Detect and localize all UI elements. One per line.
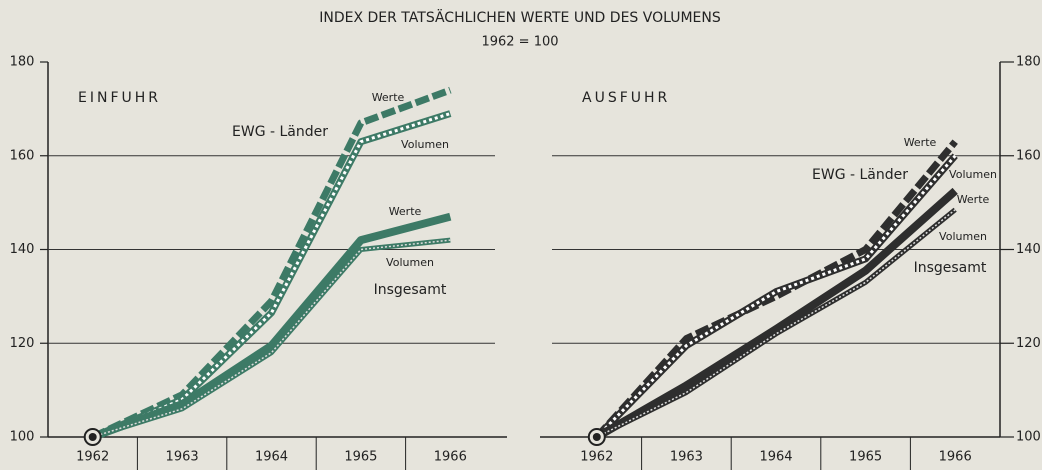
series-label: Werte [372,91,405,104]
x-tick-label: 1964 [255,450,288,465]
x-tick-label: 1964 [759,450,792,465]
chart-title: INDEX DER TATSÄCHLICHEN WERTE UND DES VO… [319,8,721,26]
line-pattern [92,239,451,438]
y-tick-label: 140 [1016,242,1041,257]
series-label: Werte [904,136,937,149]
x-tick-label: 1963 [166,450,199,465]
series-label: Volumen [401,138,449,151]
line-pattern [596,209,956,438]
y-tick-label: 120 [1016,336,1041,351]
line-pattern [595,154,957,439]
x-tick-label: 1966 [939,450,972,465]
annotation: EWG - Länder [232,124,328,140]
line-pattern [92,112,451,439]
line-series [594,139,958,440]
y-tick-label: 120 [10,336,35,351]
annotation: Insgesamt [374,282,447,298]
series-label: Volumen [386,256,434,269]
origin-dot [592,433,601,441]
y-tick-label: 100 [1016,430,1041,445]
origin-dot [88,433,97,441]
annotation: EWG - Länder [812,167,908,183]
x-tick-label: 1962 [76,450,109,465]
x-tick-label: 1965 [849,450,882,465]
panel-title: AUSFUHR [582,90,670,106]
x-tick-label: 1966 [434,450,467,465]
y-tick-label: 180 [10,55,35,70]
annotation: Insgesamt [914,260,987,276]
x-tick-label: 1962 [580,450,613,465]
series-label: Werte [389,205,422,218]
chart-subtitle: 1962 = 100 [481,35,558,50]
y-tick-label: 160 [1016,148,1041,163]
line-series [91,212,452,441]
series-label: Werte [957,193,990,206]
x-tick-label: 1963 [670,450,703,465]
panel-title: EINFUHR [78,90,161,106]
y-tick-label: 100 [10,430,35,445]
y-tick-label: 140 [10,242,35,257]
y-tick-label: 180 [1016,55,1041,70]
line-series [594,187,958,441]
series-label: Volumen [939,230,987,243]
y-tick-label: 160 [10,148,35,163]
series-label: Volumen [949,168,997,181]
x-tick-label: 1965 [344,450,377,465]
